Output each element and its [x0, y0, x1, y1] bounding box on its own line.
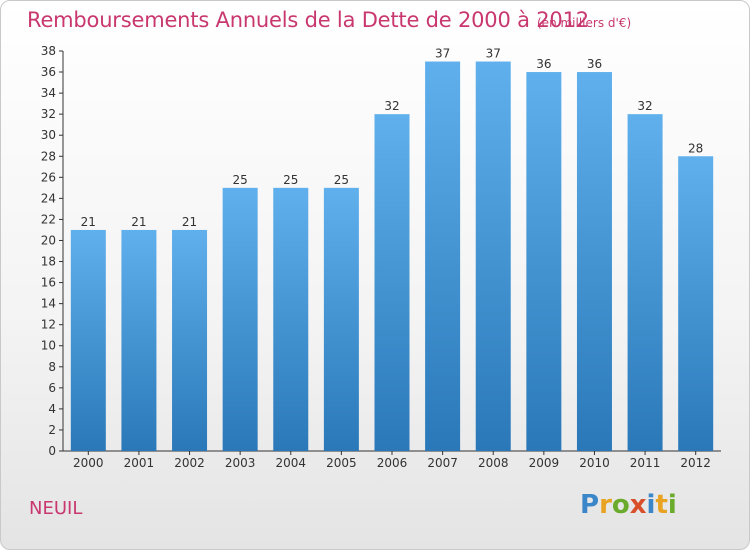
y-tick-label: 4 — [48, 402, 56, 416]
x-tick-label: 2002 — [174, 456, 205, 470]
data-label: 25 — [233, 173, 248, 187]
y-tick-label: 34 — [41, 86, 56, 100]
proxiti-logo: Proxiti — [580, 490, 677, 520]
y-tick-label: 32 — [41, 107, 56, 121]
y-tick-label: 0 — [48, 444, 56, 458]
x-tick-label: 2007 — [427, 456, 458, 470]
bar — [627, 114, 663, 451]
data-label: 32 — [384, 99, 399, 113]
logo-letter: i — [646, 490, 656, 520]
data-label: 28 — [688, 141, 703, 155]
y-tick-label: 14 — [41, 297, 56, 311]
y-tick-label: 28 — [41, 149, 56, 163]
bar — [273, 187, 309, 451]
place-name: NEUIL — [29, 498, 83, 519]
bar — [678, 156, 714, 451]
chart-title: Remboursements Annuels de la Dette de 20… — [27, 8, 589, 32]
x-tick-label: 2000 — [73, 456, 104, 470]
x-tick-label: 2005 — [326, 456, 357, 470]
bar — [121, 229, 157, 451]
x-tick-label: 2009 — [529, 456, 560, 470]
logo-letter: r — [599, 490, 612, 520]
chart-subtitle: (en milliers d'€) — [537, 16, 632, 30]
x-tick-label: 2012 — [680, 456, 711, 470]
y-tick-label: 8 — [48, 360, 56, 374]
x-tick-label: 2004 — [275, 456, 306, 470]
y-tick-label: 2 — [48, 423, 56, 437]
y-tick-label: 36 — [41, 65, 56, 79]
bar — [374, 114, 410, 451]
logo-letter: t — [655, 490, 668, 520]
y-tick-label: 24 — [41, 191, 56, 205]
x-tick-label: 2011 — [630, 456, 661, 470]
data-label: 32 — [637, 99, 652, 113]
data-label: 36 — [587, 57, 602, 71]
y-tick-label: 26 — [41, 170, 56, 184]
data-label: 21 — [81, 215, 96, 229]
logo-letter: x — [629, 490, 647, 520]
bar — [425, 61, 461, 452]
data-label: 21 — [182, 215, 197, 229]
bar — [526, 72, 562, 451]
logo-letter: P — [580, 490, 600, 520]
y-tick-label: 16 — [41, 276, 56, 290]
x-tick-label: 2008 — [478, 456, 509, 470]
bar — [222, 187, 258, 451]
x-tick-label: 2003 — [225, 456, 256, 470]
y-tick-label: 12 — [41, 318, 56, 332]
data-label: 37 — [486, 47, 501, 61]
data-label: 37 — [435, 47, 450, 61]
y-tick-label: 20 — [41, 233, 56, 247]
bar — [475, 61, 511, 452]
bar — [576, 72, 612, 451]
y-tick-label: 30 — [41, 128, 56, 142]
x-tick-label: 2001 — [124, 456, 155, 470]
y-tick-label: 6 — [48, 381, 56, 395]
y-tick-label: 18 — [41, 255, 56, 269]
bar — [172, 229, 208, 451]
bar — [70, 229, 106, 451]
logo-letter: o — [611, 490, 630, 520]
data-label: 25 — [283, 173, 298, 187]
data-label: 25 — [334, 173, 349, 187]
y-tick-label: 10 — [41, 339, 56, 353]
bar — [323, 187, 359, 451]
x-tick-label: 2010 — [579, 456, 610, 470]
data-label: 36 — [536, 57, 551, 71]
x-tick-label: 2006 — [377, 456, 408, 470]
y-tick-label: 22 — [41, 212, 56, 226]
y-tick-label: 38 — [41, 44, 56, 58]
data-label: 21 — [131, 215, 146, 229]
logo-letter: i — [667, 490, 677, 520]
